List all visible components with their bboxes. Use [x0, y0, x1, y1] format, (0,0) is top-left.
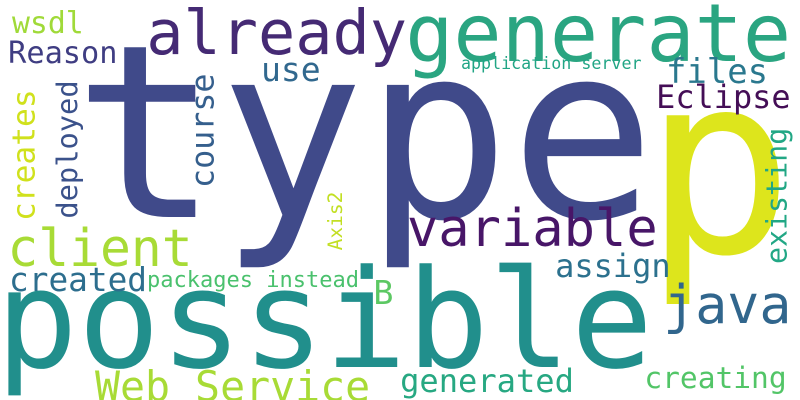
word-creating: creating [644, 361, 787, 396]
word-reason: Reason [8, 36, 118, 72]
word-existing: existing [760, 127, 794, 264]
word-client: client [7, 218, 193, 279]
word-eclipse: Eclipse [656, 77, 791, 116]
word-files: files [665, 53, 769, 93]
word-java: java [663, 274, 792, 337]
word-type: type [73, 0, 656, 276]
word-deployed: deployed [50, 80, 85, 219]
word-wsdl: wsdl [12, 5, 84, 41]
word-assign: assign [555, 247, 671, 286]
word-b: B [373, 273, 394, 313]
word-creates: creates [6, 89, 43, 221]
word-course: course [185, 73, 222, 188]
word-web-service: Web Service [95, 361, 371, 400]
word-generated: generated [400, 362, 574, 400]
word-generate: generate [405, 0, 792, 81]
word-packages-instead: packages instead [147, 267, 359, 293]
word-application-server: application server [461, 53, 642, 73]
word-created: created [9, 260, 148, 299]
word-use: use [261, 49, 321, 89]
word-variable: variable [406, 199, 658, 260]
word-already: already [146, 0, 407, 69]
word-axis2: Axis2 [323, 191, 347, 251]
word-possible: possible [0, 241, 654, 400]
word-p: p [643, 20, 795, 311]
